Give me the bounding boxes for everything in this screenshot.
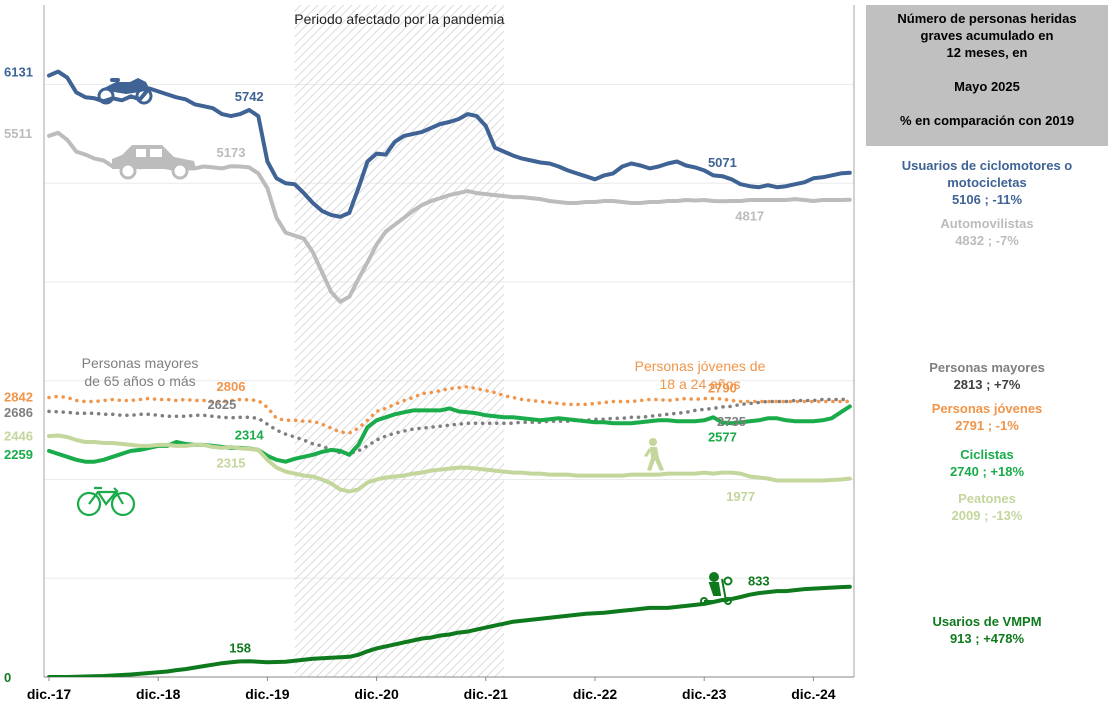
annotation-youth-line2: 18 a 24 años xyxy=(660,376,741,392)
legend-car: Automovilistas 4832 ; -7% xyxy=(866,215,1108,249)
series-line-moto xyxy=(47,69,852,219)
legend-youth-summary: 2791 ; -1% xyxy=(955,418,1019,433)
info-box-comparison: % en comparación con 2019 xyxy=(899,113,1075,128)
legend-vmpm: Usarios de VMPM 913 ; +478% xyxy=(866,613,1108,647)
pandemic-label: Periodo afectado por la pandemia xyxy=(294,11,504,27)
chart: Periodo afectado por la pandemia 6131 574… xyxy=(4,5,855,702)
data-label-cyclists: 2259 xyxy=(4,447,33,462)
legend-seniors-summary: 2813 ; +7% xyxy=(953,377,1021,392)
x-tick-label: dic.-17 xyxy=(27,686,72,702)
series-line-seniors xyxy=(47,397,852,456)
series-line-peds xyxy=(47,433,852,494)
x-tick-label: dic.-18 xyxy=(136,686,181,702)
data-label-vmpm: 833 xyxy=(748,574,770,589)
x-tick-label: dic.-20 xyxy=(354,686,399,702)
data-label-moto: 5742 xyxy=(235,89,264,104)
data-label-seniors: 2686 xyxy=(4,405,33,420)
data-label-youth: 2806 xyxy=(217,379,246,394)
legend-youth: Personas jóvenes 2791 ; -1% xyxy=(866,400,1108,434)
legend-peds: Peatones 2009 ; -13% xyxy=(866,490,1108,524)
annotation-youth-line1: Personas jóvenes de xyxy=(635,358,766,374)
data-label-peds: 1977 xyxy=(726,489,755,504)
legend-seniors: Personas mayores 2813 ; +7% xyxy=(866,359,1108,393)
info-box: Número de personas heridas graves acumul… xyxy=(866,5,1108,146)
legend-peds-summary: 2009 ; -13% xyxy=(951,508,1023,523)
data-label-youth: 2842 xyxy=(4,389,33,404)
legend-seniors-name: Personas mayores xyxy=(929,360,1045,375)
legend-moto-summary: 5106 ; -11% xyxy=(951,192,1023,207)
legend-cyclists: Ciclistas 2740 ; +18% xyxy=(866,446,1108,480)
data-label-seniors: 2735 xyxy=(717,414,746,429)
data-label-cyclists: 2314 xyxy=(235,427,265,442)
data-label-car: 5511 xyxy=(4,126,32,141)
legend-car-summary: 4832 ; -7% xyxy=(955,233,1019,248)
info-box-line3: 12 meses, en xyxy=(946,45,1028,60)
data-label-vmpm: 0 xyxy=(4,670,11,685)
info-box-month: Mayo 2025 xyxy=(954,79,1020,94)
series-line-youth xyxy=(47,384,852,435)
legend-moto-name: Usuarios de ciclomotores o motocicletas xyxy=(901,158,1073,190)
data-label-cyclists: 2577 xyxy=(708,430,737,445)
data-label-youth: 2790 xyxy=(708,380,737,395)
legend-moto: Usuarios de ciclomotores o motocicletas … xyxy=(866,157,1108,208)
car-icon xyxy=(112,145,196,180)
x-axis: dic.-17 dic.-18 dic.-19 dic.-20 dic.-21 dic.-… xyxy=(27,677,836,702)
legend-youth-name: Personas jóvenes xyxy=(931,401,1043,416)
x-tick-label: dic.-21 xyxy=(464,686,509,702)
pandemic-band xyxy=(294,5,504,677)
x-tick-label: dic.-23 xyxy=(682,686,727,702)
legend-vmpm-summary: 913 ; +478% xyxy=(949,631,1025,646)
pedestrian-icon xyxy=(644,438,664,471)
labels-layer: 6131 5742 5071 5511 5173 4817 2842 2806 2790 2686… xyxy=(4,65,770,685)
scooter-icon xyxy=(700,572,733,605)
annotation-seniors-line1: Personas mayores xyxy=(82,355,199,371)
legend-vmpm-name: Usarios de VMPM xyxy=(932,614,1042,629)
data-label-seniors: 2625 xyxy=(207,397,236,412)
legend-cyclists-name: Ciclistas xyxy=(960,447,1014,462)
motorcycle-icon xyxy=(97,78,153,105)
x-tick-label: dic.-24 xyxy=(791,686,836,702)
data-label-moto: 5071 xyxy=(708,155,737,170)
data-label-vmpm: 158 xyxy=(229,640,251,655)
x-tick-label: dic.-19 xyxy=(245,686,290,702)
data-label-peds: 2315 xyxy=(217,455,246,470)
data-label-moto: 6131 xyxy=(4,65,33,80)
legend-peds-name: Peatones xyxy=(958,491,1016,506)
bicycle-icon xyxy=(76,486,136,517)
data-label-peds: 2446 xyxy=(4,428,33,443)
legend-car-name: Automovilistas xyxy=(940,216,1034,231)
x-tick-label: dic.-22 xyxy=(573,686,618,702)
plot-frame xyxy=(43,5,855,678)
data-label-car: 4817 xyxy=(735,208,764,223)
series-line-cyclists xyxy=(47,404,852,464)
legend-cyclists-summary: 2740 ; +18% xyxy=(949,464,1025,479)
annotation-seniors-line2: de 65 años o más xyxy=(84,373,195,389)
info-box-line1: Número de personas heridas xyxy=(897,11,1077,26)
data-label-car: 5173 xyxy=(217,145,246,160)
info-box-line2: graves acumulado en xyxy=(920,28,1054,43)
